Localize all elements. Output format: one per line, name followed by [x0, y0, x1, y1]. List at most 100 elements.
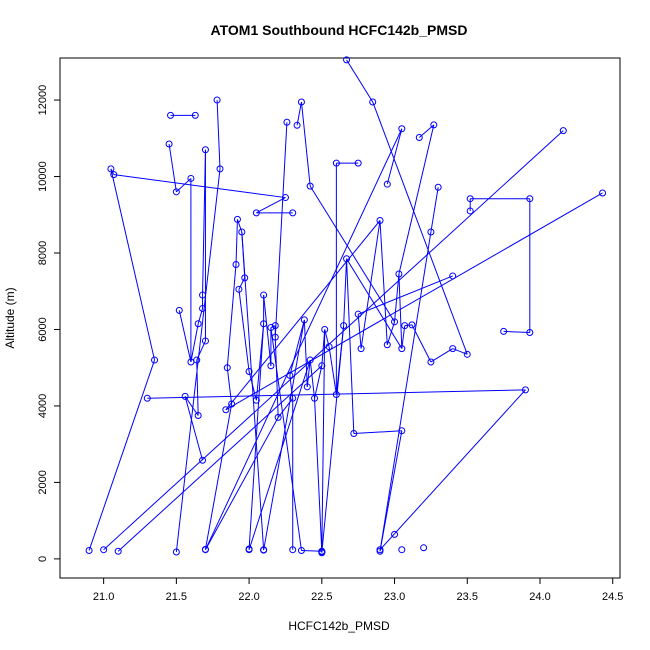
data-series: [85, 56, 607, 557]
series-line-segment: [353, 430, 402, 434]
data-point: [286, 371, 294, 379]
series-line-segment: [113, 174, 286, 199]
series-line-segment: [175, 168, 221, 553]
y-tick-label: 0: [37, 556, 49, 562]
series-line-segment: [379, 389, 526, 551]
data-point: [383, 341, 391, 349]
series-line-segment: [256, 197, 286, 214]
data-point: [376, 217, 384, 224]
series-line-segment: [346, 258, 403, 349]
series-line-segment: [289, 375, 294, 399]
series-line-segment: [226, 367, 233, 405]
series-line-segment: [248, 323, 265, 549]
series-line-segment: [321, 325, 345, 553]
series-line-segment: [236, 219, 243, 233]
data-point: [311, 394, 319, 402]
data-point: [289, 209, 297, 217]
plot-frame: [59, 57, 621, 579]
series-line-segment: [398, 274, 403, 349]
data-point: [369, 98, 377, 106]
data-point: [391, 530, 399, 538]
series-line-segment: [117, 365, 323, 552]
data-point: [199, 304, 207, 312]
data-point: [201, 546, 209, 554]
series-line-segment: [225, 220, 381, 411]
data-point: [283, 118, 291, 126]
data-point: [401, 322, 409, 330]
data-point: [332, 390, 340, 398]
data-point: [213, 96, 221, 104]
series-line-segment: [88, 359, 156, 551]
series-line-segment: [343, 258, 348, 326]
data-point: [293, 121, 301, 129]
series-line-segment: [357, 314, 362, 349]
series-line-segment: [386, 128, 403, 185]
data-point: [114, 547, 122, 555]
series-line-segment: [309, 360, 316, 399]
series-line-segment: [300, 101, 311, 187]
series-line-segment: [303, 319, 308, 387]
axes: 21.0 21.5 22.0 22.5 23.0 23.5 24.0 24.5 0 2000 400…: [37, 85, 623, 603]
series-line-segment: [321, 329, 326, 552]
series-line-segment: [263, 295, 272, 366]
data-point: [172, 548, 180, 556]
data-point: [427, 358, 435, 366]
data-point: [228, 400, 236, 408]
data-point: [318, 549, 326, 557]
y-tick-label: 8000: [37, 241, 49, 265]
series-line-segment: [270, 325, 276, 329]
x-tick-label: 24.0: [529, 591, 550, 603]
data-point: [193, 356, 201, 364]
series-line-segment: [289, 319, 305, 376]
series-line-segment: [270, 327, 302, 551]
data-point: [340, 322, 348, 330]
chart-title: ATOM1 Southbound HCFC142b_PMSD: [211, 22, 468, 38]
data-point: [194, 412, 202, 419]
data-point: [332, 159, 340, 167]
data-point: [194, 320, 202, 328]
series-line-segment: [379, 220, 388, 345]
data-point: [398, 345, 406, 353]
series-line-segment: [372, 101, 468, 355]
series-line-segment: [394, 273, 400, 322]
series-line-segment: [110, 168, 156, 361]
series-line-segment: [205, 128, 403, 550]
x-tick-label: 23.0: [384, 591, 405, 603]
data-point: [297, 98, 305, 106]
series-line-segment: [360, 220, 381, 349]
data-point: [398, 427, 406, 435]
series-line-segment: [503, 330, 530, 334]
data-point: [420, 544, 428, 552]
series-line-segment: [235, 219, 238, 265]
data-point: [434, 183, 442, 191]
data-point: [107, 165, 115, 173]
series-line-segment: [379, 430, 403, 552]
series-line-segment: [306, 360, 311, 387]
x-axis-label: HCFC142b_PMSD: [288, 619, 390, 633]
data-point: [466, 207, 474, 215]
data-point: [398, 546, 406, 554]
data-point: [241, 274, 249, 282]
data-point: [306, 182, 314, 190]
data-point: [357, 345, 365, 353]
data-point: [167, 111, 175, 119]
data-point: [599, 189, 607, 197]
series-line-segment: [190, 323, 199, 363]
data-point: [165, 140, 173, 148]
data-point: [354, 159, 362, 167]
data-point: [85, 546, 93, 554]
data-point: [526, 195, 534, 203]
data-point: [238, 228, 246, 236]
data-point: [449, 345, 457, 353]
data-point: [350, 429, 358, 437]
series-line-segment: [430, 187, 439, 233]
data-point: [222, 406, 230, 414]
series-line-segment: [226, 264, 237, 368]
series-line-segment: [404, 324, 413, 327]
series-line-segment: [411, 324, 432, 363]
series-line-segment: [196, 360, 199, 416]
data-point: [343, 255, 351, 263]
data-point: [260, 320, 268, 328]
data-point: [216, 165, 224, 173]
